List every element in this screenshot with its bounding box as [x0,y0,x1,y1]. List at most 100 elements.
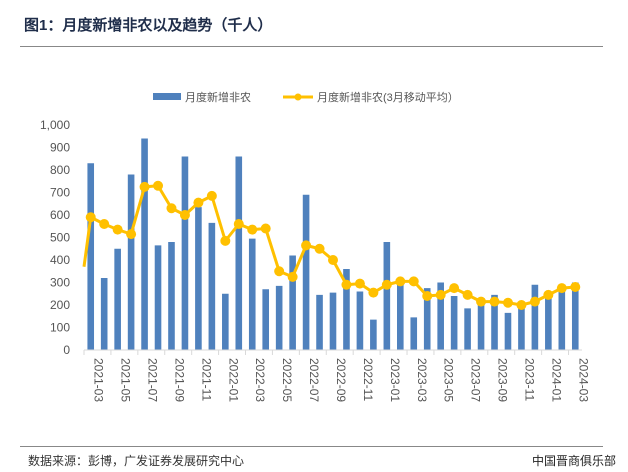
moving-average-point [502,297,513,308]
x-tick-label: 2023-01 [388,358,402,402]
moving-average-point [395,276,406,287]
bar [222,293,229,350]
moving-average-point [206,190,217,201]
moving-average-point [422,291,433,301]
moving-average-point [314,243,325,254]
x-tick-label: 2022-09 [334,358,348,402]
bar [208,222,216,350]
bar [343,269,350,350]
x-tick-label: 2023-03 [415,358,429,402]
bar [410,317,418,350]
bar [289,255,296,350]
footer-divider [20,446,603,447]
bar [248,238,256,350]
moving-average-point [328,255,338,265]
bar [464,308,471,350]
y-tick-label: 200 [50,298,70,312]
x-tick-label: 2021-03 [92,358,106,402]
x-tick-label: 2023-09 [496,358,510,402]
y-tick-label: 900 [50,141,70,155]
y-tick-label: 300 [50,276,70,290]
moving-average-point [543,289,554,300]
x-tick-label: 2021-05 [119,358,133,402]
moving-average-point [449,283,460,294]
moving-average-point [287,271,298,282]
bar [154,245,162,350]
bar [302,194,310,350]
x-tick-label: 2021-11 [199,358,213,401]
moving-average-point [354,278,365,289]
bar [504,312,512,350]
x-tick-label: 2022-11 [361,358,375,401]
bar [545,298,552,350]
moving-average-point [139,181,150,192]
x-tick-label: 2022-05 [280,358,294,402]
bar [531,284,539,350]
legend-label-bar: 月度新增非农 [185,90,251,104]
bar [195,207,202,350]
bar [518,308,525,350]
y-tick-label: 800 [50,163,70,177]
bar [141,138,148,350]
bar [423,288,431,350]
moving-average-point [381,279,392,290]
moving-average-point [274,266,285,277]
moving-average-point [435,289,446,300]
brand-label: 中国晋商俱乐部 [531,454,616,468]
moving-average-point [179,210,190,220]
bar [370,319,377,350]
x-tick-label: 2021-09 [172,358,186,402]
moving-average-point [462,289,473,300]
moving-average-point [153,180,164,191]
x-tick-label: 2022-01 [226,358,240,402]
y-tick-label: 400 [50,253,70,267]
legend-swatch-bar [153,93,181,100]
bar [491,294,498,350]
moving-average-point [99,219,110,229]
moving-average-point [126,229,137,240]
y-tick-label: 700 [50,186,70,200]
moving-average-point [476,296,487,307]
x-tick-label: 2023-11 [522,358,536,401]
bar [383,242,391,350]
bar [356,291,364,350]
y-tick-label: 1,000 [40,118,70,132]
bar [437,282,444,350]
x-tick-label: 2024-03 [576,358,590,402]
bar [100,278,108,350]
moving-average-point [556,283,567,294]
moving-average-point [516,300,527,310]
bar [235,156,243,350]
legend-label-line: 月度新增非农(3月移动平均） [317,90,459,104]
moving-average-point [112,224,123,235]
x-tick-label: 2022-07 [307,358,321,402]
bar [558,289,566,350]
bar [181,156,189,350]
title-divider [20,46,603,47]
moving-average-point [247,224,258,235]
legend-swatch-marker [294,93,302,101]
moving-average-point [166,203,177,214]
moving-average-point [408,276,419,287]
x-tick-label: 2022-03 [253,358,267,402]
y-tick-label: 600 [50,208,70,222]
bar [571,282,579,350]
source-note: 数据来源：彭博，广发证券发展研究中心 [28,454,245,468]
x-tick-label: 2023-07 [469,358,483,402]
bar [450,296,458,350]
moving-average-point [220,235,231,246]
bar [316,294,323,350]
moving-average-point [529,296,540,307]
moving-average-point [301,240,312,251]
bar [114,248,121,350]
x-tick-label: 2021-07 [146,358,160,402]
y-tick-label: 500 [50,231,70,245]
x-tick-label: 2023-05 [442,358,456,402]
moving-average-point [85,212,96,223]
bar [127,174,135,350]
y-tick-label: 0 [63,343,70,357]
moving-average-point [368,287,379,298]
bar [168,242,175,350]
figure-title: 图1：月度新增非农以及趋势（千人） [24,17,273,34]
